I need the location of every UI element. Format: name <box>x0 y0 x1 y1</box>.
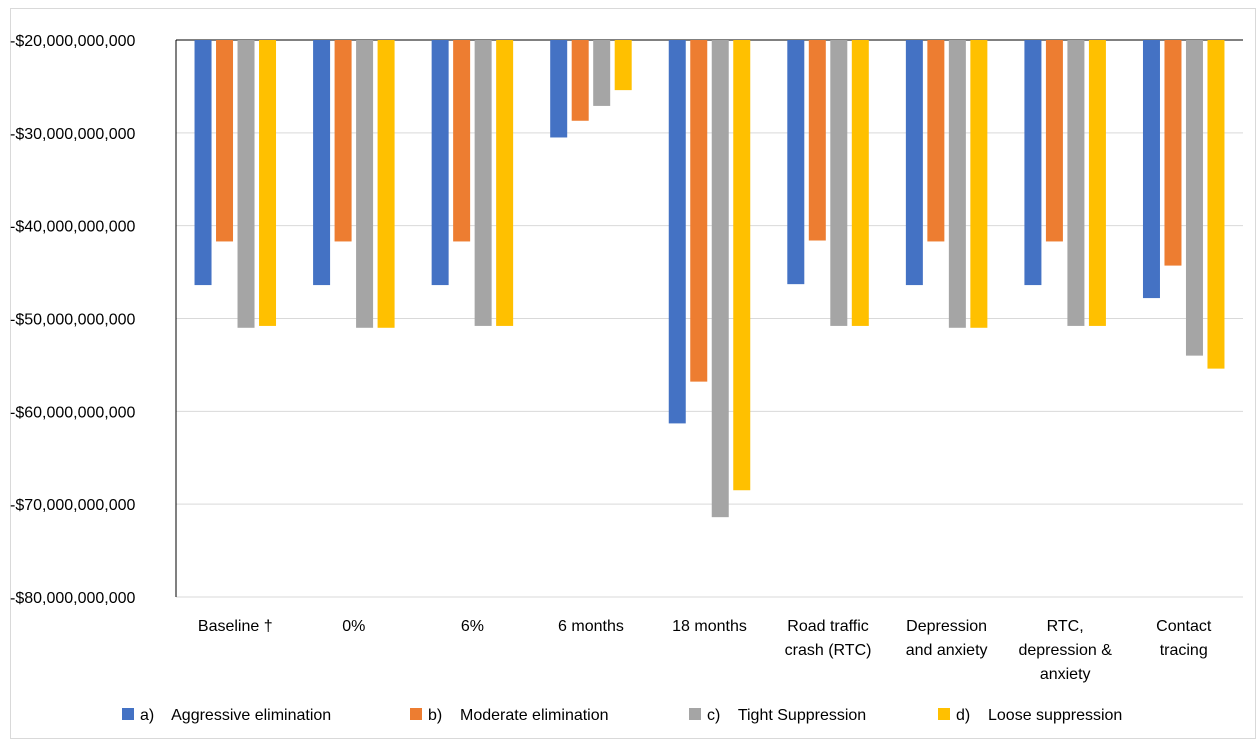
bar <box>1088 40 1106 326</box>
legend-label: a) Aggressive elimination <box>140 707 331 724</box>
bar <box>1024 40 1042 286</box>
x-category-label: RTC, <box>1047 618 1084 635</box>
y-tick-label: -$30,000,000,000 <box>10 126 136 143</box>
bar <box>1142 40 1160 299</box>
bar <box>733 40 751 491</box>
x-category-label: tracing <box>1160 642 1208 659</box>
bar <box>571 40 589 121</box>
y-tick-label: -$50,000,000,000 <box>10 312 136 329</box>
bar <box>851 40 869 326</box>
bar <box>614 40 632 91</box>
x-category-label: Road traffic <box>787 618 869 635</box>
y-tick-label: -$20,000,000,000 <box>10 33 136 50</box>
x-category-label: 18 months <box>672 618 747 635</box>
bar <box>1164 40 1182 266</box>
x-axis-categories: Baseline † 0% 6% 6 months 18 months Road traf… <box>198 618 1212 683</box>
y-tick-label: -$60,000,000,000 <box>10 404 136 421</box>
bar <box>1207 40 1225 369</box>
bar <box>593 40 611 106</box>
legend: a) Aggressive elimination b) Moderate eli… <box>122 707 1122 724</box>
legend-label: d) Loose suppression <box>956 707 1122 724</box>
legend-swatch <box>938 708 950 720</box>
bar <box>496 40 514 326</box>
y-axis-ticks: -$20,000,000,000 -$30,000,000,000 -$40,000… <box>10 33 136 607</box>
bar <box>550 40 568 138</box>
bar <box>259 40 277 326</box>
y-tick-label: -$40,000,000,000 <box>10 219 136 236</box>
bar <box>905 40 923 286</box>
legend-swatch <box>689 708 701 720</box>
bar <box>194 40 212 286</box>
x-category-label: 6 months <box>558 618 624 635</box>
bar <box>216 40 234 242</box>
bar <box>1045 40 1063 242</box>
x-category-label: Baseline † <box>198 618 273 635</box>
bar <box>830 40 848 326</box>
x-category-label: depression & <box>1018 642 1112 659</box>
x-category-label: crash (RTC) <box>785 642 872 659</box>
bar <box>948 40 966 328</box>
legend-label: c) Tight Suppression <box>707 707 866 724</box>
bar <box>711 40 729 518</box>
bar <box>334 40 352 242</box>
bar <box>431 40 449 286</box>
bar <box>313 40 331 286</box>
x-category-label: and anxiety <box>906 642 988 659</box>
bar <box>356 40 374 328</box>
bar <box>453 40 471 242</box>
y-tick-label: -$80,000,000,000 <box>10 590 136 607</box>
bar <box>377 40 395 328</box>
legend-label: b) Moderate elimination <box>428 707 609 724</box>
legend-swatch <box>122 708 134 720</box>
bar <box>927 40 945 242</box>
bar <box>668 40 686 424</box>
y-tick-label: -$70,000,000,000 <box>10 497 136 514</box>
gridlines <box>175 39 1243 598</box>
x-category-label: 6% <box>461 618 484 635</box>
bar <box>690 40 708 382</box>
bars <box>194 40 1225 518</box>
bar <box>1185 40 1203 356</box>
bar <box>970 40 988 328</box>
x-category-label: anxiety <box>1040 666 1091 683</box>
x-category-label: 0% <box>342 618 365 635</box>
legend-swatch <box>410 708 422 720</box>
x-category-label: Contact <box>1156 618 1212 635</box>
bar <box>474 40 492 326</box>
bar <box>808 40 826 241</box>
bar <box>787 40 805 285</box>
bar <box>237 40 255 328</box>
bar <box>1067 40 1085 326</box>
x-category-label: Depression <box>906 618 987 635</box>
